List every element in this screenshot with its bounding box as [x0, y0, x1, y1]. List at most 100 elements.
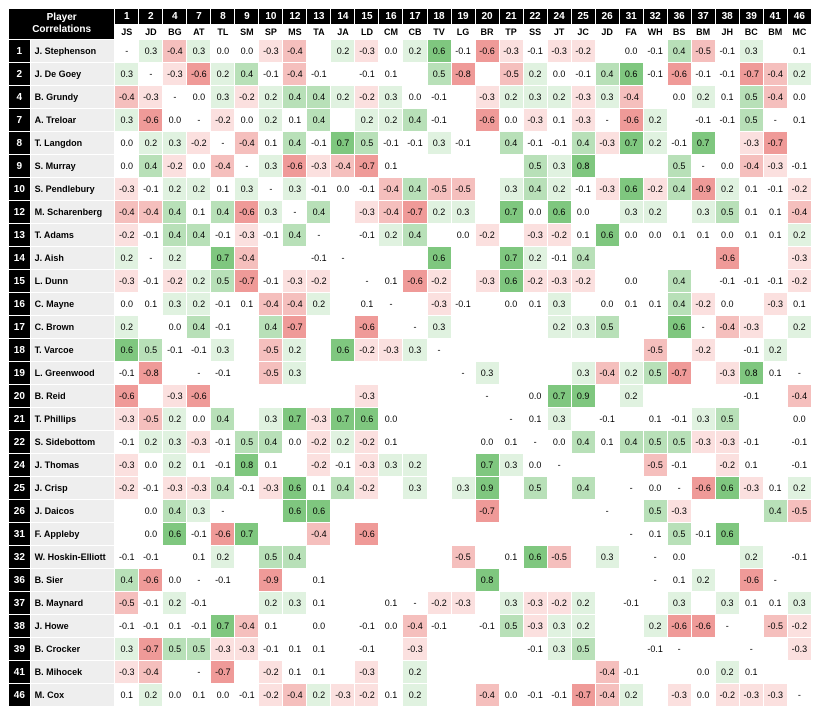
corr-cell — [451, 454, 475, 477]
corr-cell: - — [379, 293, 403, 316]
corr-cell: 0.2 — [379, 224, 403, 247]
corr-cell: -0.4 — [403, 615, 427, 638]
corr-cell: -0.2 — [259, 661, 283, 684]
corr-cell: 0.1 — [547, 109, 571, 132]
corr-cell — [715, 569, 739, 592]
corr-cell: -0.1 — [163, 339, 187, 362]
corr-cell: -0.1 — [139, 615, 163, 638]
corr-cell: 0.1 — [307, 661, 331, 684]
corr-cell — [331, 592, 355, 615]
corr-cell: -0.1 — [235, 684, 259, 707]
corr-cell: 0.3 — [547, 408, 571, 431]
corr-cell: -0.3 — [499, 40, 523, 63]
corr-cell: 0.0 — [115, 132, 139, 155]
corr-cell: 0.6 — [331, 339, 355, 362]
col-init: TP — [499, 25, 523, 40]
corr-cell: -0.2 — [787, 615, 811, 638]
corr-cell: 0.2 — [163, 178, 187, 201]
corr-cell — [163, 661, 187, 684]
corr-cell — [211, 385, 235, 408]
corr-cell — [427, 454, 451, 477]
col-init: LD — [355, 25, 379, 40]
corr-cell: 0.5 — [571, 638, 595, 661]
corr-cell: -0.2 — [691, 293, 715, 316]
corr-cell: - — [403, 592, 427, 615]
corr-cell: -0.5 — [115, 592, 139, 615]
corr-cell — [475, 339, 499, 362]
corr-cell: 0.1 — [595, 431, 619, 454]
corr-cell: - — [691, 155, 715, 178]
corr-cell: -0.2 — [787, 270, 811, 293]
corr-cell — [619, 454, 643, 477]
corr-cell: -0.5 — [787, 500, 811, 523]
corr-cell: 0.4 — [571, 247, 595, 270]
corr-cell: -0.3 — [163, 385, 187, 408]
corr-cell: -0.7 — [475, 500, 499, 523]
corr-cell: 0.4 — [187, 224, 211, 247]
corr-cell: -0.3 — [355, 385, 379, 408]
corr-cell — [523, 500, 547, 523]
corr-cell — [523, 523, 547, 546]
corr-cell — [595, 339, 619, 362]
corr-cell: 0.3 — [259, 201, 283, 224]
corr-cell — [691, 592, 715, 615]
corr-cell: 0.3 — [379, 454, 403, 477]
corr-cell — [235, 546, 259, 569]
corr-cell: -0.3 — [235, 224, 259, 247]
corr-cell: 0.4 — [595, 63, 619, 86]
corr-cell: 0.0 — [379, 615, 403, 638]
corr-cell — [451, 385, 475, 408]
corr-cell: 0.1 — [379, 684, 403, 707]
corr-cell: 0.3 — [211, 339, 235, 362]
corr-cell: 0.1 — [619, 293, 643, 316]
corr-cell: -0.3 — [259, 477, 283, 500]
corr-cell: 0.3 — [547, 293, 571, 316]
corr-cell: -0.3 — [739, 684, 763, 707]
corr-cell — [643, 316, 667, 339]
corr-cell — [715, 339, 739, 362]
corr-cell — [475, 201, 499, 224]
corr-cell: 0.3 — [571, 362, 595, 385]
corr-cell: - — [211, 500, 235, 523]
corr-cell — [451, 661, 475, 684]
corr-cell: 0.2 — [403, 40, 427, 63]
row-num: 39 — [9, 638, 31, 661]
correlation-matrix: PlayerCorrelations1247891012131415161718… — [8, 8, 812, 707]
corr-cell: 0.3 — [283, 592, 307, 615]
corr-cell: -0.1 — [667, 408, 691, 431]
corr-cell: 0.2 — [331, 86, 355, 109]
corner-header: PlayerCorrelations — [9, 9, 115, 40]
corr-cell — [787, 523, 811, 546]
corr-cell — [763, 431, 787, 454]
corr-cell: -0.1 — [211, 293, 235, 316]
corr-cell: 0.0 — [163, 109, 187, 132]
corr-cell: -0.6 — [691, 477, 715, 500]
corr-cell: 0.3 — [259, 155, 283, 178]
row-name: A. Treloar — [30, 109, 115, 132]
corr-cell: -0.6 — [739, 569, 763, 592]
col-num: 18 — [427, 9, 451, 25]
corr-cell: -0.1 — [547, 132, 571, 155]
corr-cell: -0.3 — [235, 638, 259, 661]
corr-cell: -0.1 — [115, 362, 139, 385]
corr-cell: - — [187, 362, 211, 385]
corr-cell: -0.2 — [355, 339, 379, 362]
corr-cell — [619, 316, 643, 339]
corr-cell: 0.7 — [691, 132, 715, 155]
corr-cell — [475, 546, 499, 569]
corr-cell: -0.3 — [163, 477, 187, 500]
corr-cell — [643, 86, 667, 109]
corr-cell: -0.3 — [475, 270, 499, 293]
row-name: J. Thomas — [30, 454, 115, 477]
corr-cell: -0.2 — [307, 431, 331, 454]
col-init: MC — [787, 25, 811, 40]
corr-cell: 0.8 — [571, 155, 595, 178]
corr-cell — [307, 385, 331, 408]
corr-cell — [667, 385, 691, 408]
corr-cell: -0.5 — [499, 63, 523, 86]
corr-cell: -0.1 — [355, 224, 379, 247]
corr-cell: 0.0 — [595, 293, 619, 316]
col-num: 12 — [283, 9, 307, 25]
corr-cell: -0.1 — [211, 454, 235, 477]
corr-cell: -0.1 — [619, 592, 643, 615]
